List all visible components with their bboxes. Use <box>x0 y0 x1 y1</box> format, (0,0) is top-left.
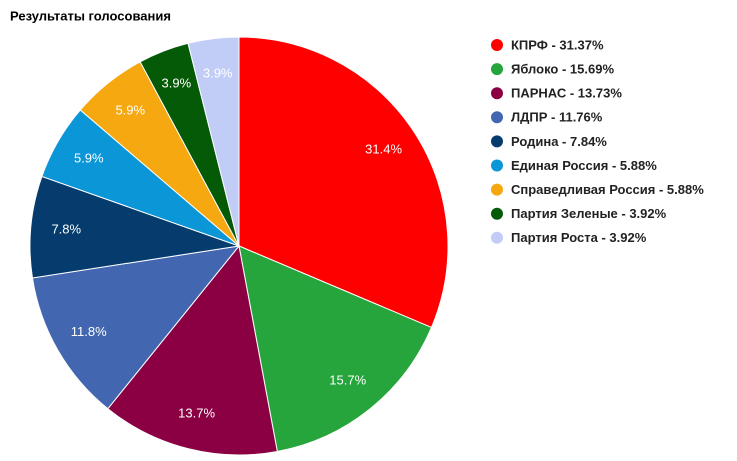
pie-slice <box>238 36 449 329</box>
slice-label: 3.9% <box>162 76 192 91</box>
pie-slice <box>238 245 433 453</box>
legend-label: КПРФ - 31.37% <box>511 37 604 52</box>
legend-label: ПАРНАС - 13.73% <box>511 86 622 101</box>
slice-label: 13.7% <box>178 406 215 421</box>
slice-label: 5.9% <box>74 151 104 166</box>
legend-marker <box>491 63 503 76</box>
slice-label: 11.8% <box>71 324 107 339</box>
pie-slice <box>31 245 241 410</box>
legend-marker <box>491 159 503 172</box>
legend-label: Родина - 7.84% <box>511 134 607 149</box>
legend-marker <box>491 39 503 51</box>
pie-slice <box>107 244 278 456</box>
legend-marker <box>491 111 503 124</box>
legend-label: Партия Зеленые - 3.92% <box>511 206 667 221</box>
pie-slice <box>29 175 240 279</box>
slice-label: 31.4% <box>365 142 402 157</box>
legend-label: Яблоко - 15.69% <box>511 62 614 77</box>
legend-label: Единая Россия - 5.88% <box>511 158 657 173</box>
slice-label: 15.7% <box>329 373 366 388</box>
legend-marker <box>491 87 503 100</box>
legend-label: Справедливая Россия - 5.88% <box>511 182 704 197</box>
slice-label: 3.9% <box>203 65 233 80</box>
legend-marker <box>491 183 503 196</box>
slice-label: 5.9% <box>115 102 145 117</box>
legend-marker <box>491 207 503 220</box>
pie-slice <box>187 36 240 247</box>
legend-label: ЛДПР - 11.76% <box>511 110 603 125</box>
legend-marker <box>491 135 503 148</box>
chart-title: Результаты голосования <box>10 8 171 23</box>
slice-label: 7.8% <box>51 221 81 236</box>
legend-label: Партия Роста - 3.92% <box>511 230 647 245</box>
legend-marker <box>491 231 503 244</box>
